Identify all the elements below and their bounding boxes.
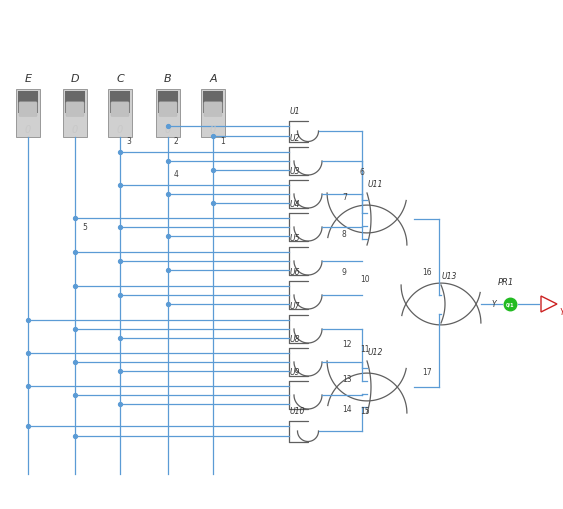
Text: U11: U11 bbox=[368, 180, 383, 189]
Text: 16: 16 bbox=[422, 267, 432, 276]
FancyBboxPatch shape bbox=[19, 103, 37, 117]
Text: B: B bbox=[164, 74, 172, 84]
Text: U3: U3 bbox=[290, 166, 301, 176]
Text: 6: 6 bbox=[360, 167, 365, 177]
Text: 4: 4 bbox=[174, 169, 179, 179]
Text: 7: 7 bbox=[342, 192, 347, 202]
Text: Y: Y bbox=[491, 299, 496, 308]
Bar bbox=[110, 92, 130, 114]
Bar bbox=[18, 92, 38, 114]
Text: 9: 9 bbox=[342, 267, 347, 276]
Text: C: C bbox=[116, 74, 124, 84]
Text: U8: U8 bbox=[290, 334, 301, 344]
Text: U9: U9 bbox=[290, 367, 301, 376]
Text: E: E bbox=[25, 74, 32, 84]
Bar bbox=[63, 90, 87, 138]
Text: 0: 0 bbox=[210, 125, 216, 135]
Text: 0: 0 bbox=[165, 125, 171, 135]
Text: 8: 8 bbox=[342, 230, 347, 239]
Text: 10: 10 bbox=[360, 274, 370, 284]
Text: 0: 0 bbox=[25, 125, 31, 135]
Bar bbox=[65, 92, 85, 114]
Text: U4: U4 bbox=[290, 200, 301, 209]
Text: 12: 12 bbox=[342, 340, 351, 348]
FancyBboxPatch shape bbox=[159, 103, 177, 117]
Text: 13: 13 bbox=[342, 374, 352, 383]
Text: 2: 2 bbox=[174, 137, 178, 146]
Bar bbox=[108, 90, 132, 138]
Text: 15: 15 bbox=[360, 406, 370, 415]
Text: 0: 0 bbox=[72, 125, 78, 135]
Text: U12: U12 bbox=[368, 347, 383, 356]
Text: PR1: PR1 bbox=[498, 277, 514, 287]
Text: Y: Y bbox=[559, 307, 563, 317]
Text: U13: U13 bbox=[442, 271, 457, 280]
Text: D: D bbox=[71, 74, 79, 84]
Text: U5: U5 bbox=[290, 234, 301, 242]
FancyBboxPatch shape bbox=[111, 103, 129, 117]
Bar bbox=[201, 90, 225, 138]
Text: 11: 11 bbox=[360, 344, 369, 353]
Text: U7: U7 bbox=[290, 301, 301, 310]
Text: U10: U10 bbox=[290, 407, 305, 416]
FancyBboxPatch shape bbox=[66, 103, 84, 117]
Text: 14: 14 bbox=[342, 404, 352, 413]
Text: 0/1: 0/1 bbox=[506, 302, 514, 307]
Text: A: A bbox=[209, 74, 217, 84]
Bar bbox=[156, 90, 180, 138]
Text: U6: U6 bbox=[290, 267, 301, 276]
Bar bbox=[16, 90, 40, 138]
Text: U2: U2 bbox=[290, 134, 301, 143]
FancyBboxPatch shape bbox=[204, 103, 222, 117]
Bar bbox=[158, 92, 178, 114]
Text: U1: U1 bbox=[290, 107, 301, 116]
Text: 3: 3 bbox=[126, 137, 131, 146]
Text: 0: 0 bbox=[117, 125, 123, 135]
Text: 17: 17 bbox=[422, 367, 432, 376]
Bar bbox=[203, 92, 223, 114]
Text: 5: 5 bbox=[82, 222, 87, 232]
Text: 1: 1 bbox=[220, 137, 225, 146]
